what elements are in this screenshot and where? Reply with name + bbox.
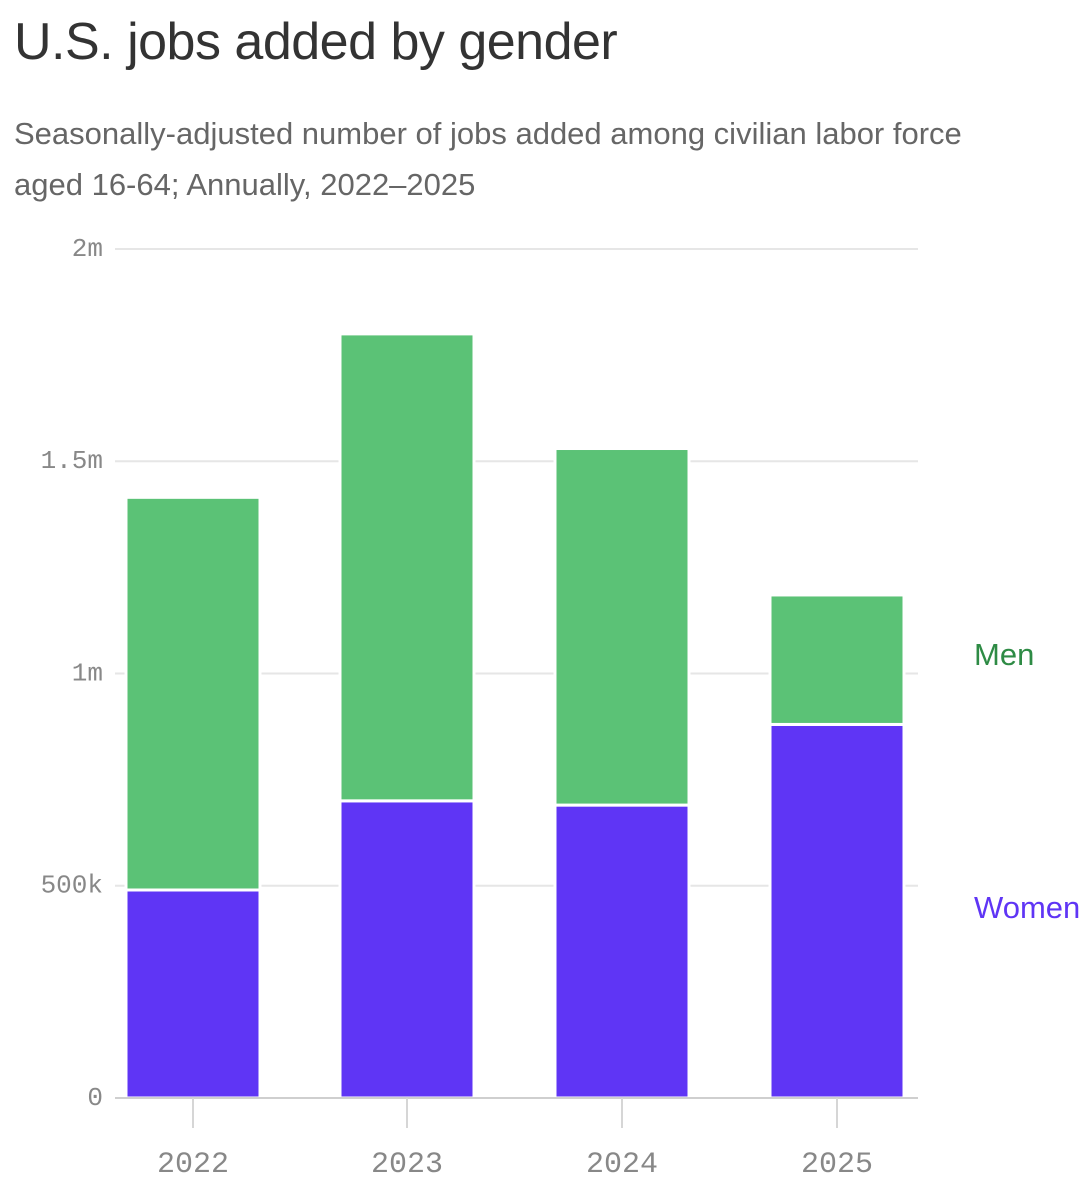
bar-men-2025 [768,593,906,726]
bar-men-2023 [338,332,476,803]
chart-subtitle: Seasonally-adjusted number of jobs added… [14,116,962,202]
axes: 0 500k 1m 1.5m 2m 2022 2023 2024 2025 [41,234,918,1182]
x-tick-label: 2025 [801,1148,873,1182]
y-tick-label: 500k [41,871,103,901]
chart-title: U.S. jobs added by gender [14,13,618,71]
x-tick-label: 2024 [586,1148,658,1182]
y-tick-label: 1.5m [41,446,103,476]
y-tick-label: 2m [72,234,103,264]
bars [124,332,906,1100]
x-tick-label: 2022 [157,1148,229,1182]
y-tick-label: 0 [87,1083,103,1113]
bar-women-2022 [124,888,262,1100]
bar-women-2023 [338,799,476,1100]
bar-women-2024 [553,803,691,1100]
bar-men-2024 [553,447,691,807]
series-labels: Women Men [974,637,1080,925]
bar-women-2025 [768,722,906,1100]
x-tick-label: 2023 [371,1148,443,1182]
series-label-men: Men [974,637,1034,672]
y-tick-label: 1m [72,658,103,688]
series-label-women: Women [974,890,1080,925]
bar-men-2022 [124,495,262,892]
